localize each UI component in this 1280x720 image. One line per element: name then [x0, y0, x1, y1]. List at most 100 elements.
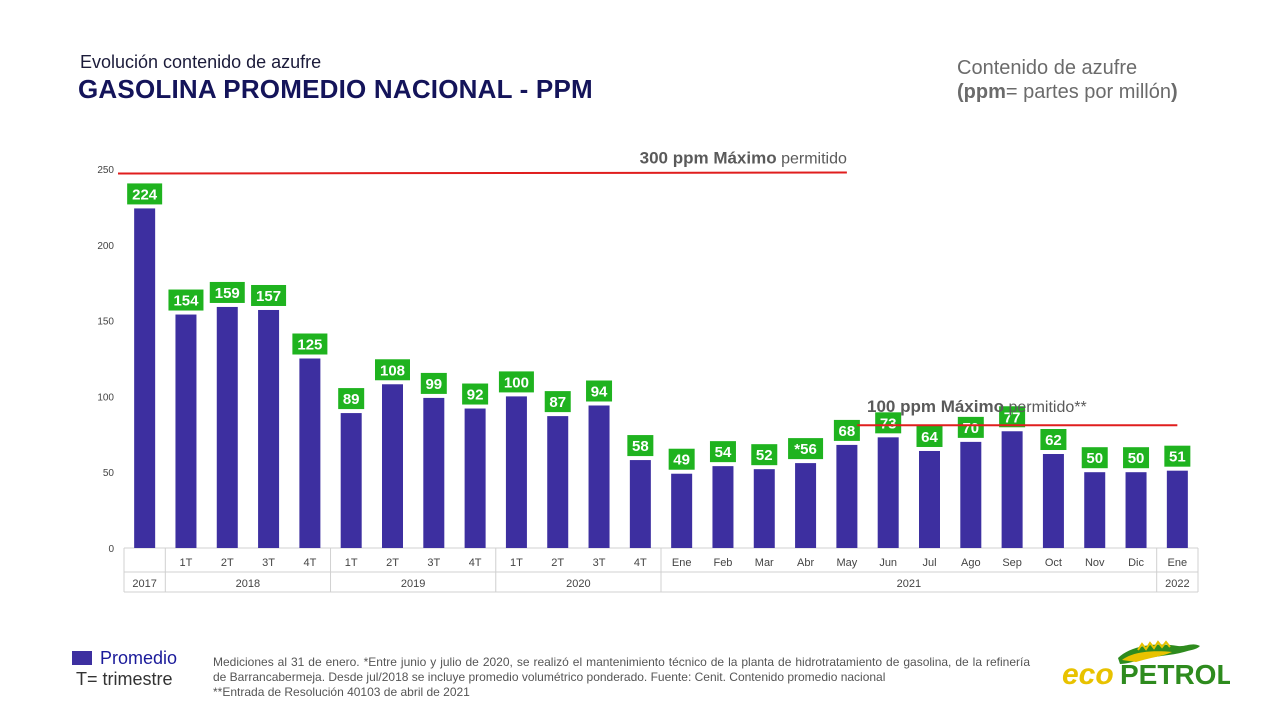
chart-subtitle: Evolución contenido de azufre — [80, 52, 322, 72]
value-label: 125 — [297, 337, 322, 354]
bar — [671, 473, 693, 548]
bar — [1084, 472, 1106, 548]
category-label: Ago — [961, 557, 981, 569]
value-label-bg — [751, 444, 778, 466]
bar — [547, 416, 569, 548]
bar — [464, 408, 486, 548]
category-label: Sep — [1002, 557, 1022, 569]
legend-swatch — [72, 651, 92, 665]
value-label-bg — [627, 435, 654, 457]
value-label-bg — [251, 284, 287, 306]
bar — [505, 396, 527, 548]
bar — [382, 384, 403, 548]
value-label-bg — [833, 419, 860, 441]
footnote-line2: **Entrada de Resolución 40103 de abril d… — [213, 685, 470, 699]
category-label: 1T — [510, 557, 523, 569]
value-label-bg — [709, 441, 736, 463]
group-label: 2019 — [401, 578, 425, 590]
value-label-bg — [209, 281, 245, 303]
units-note-def: = partes por millón — [1005, 81, 1171, 103]
limit-label: 300 ppm Máximo permitido — [640, 149, 847, 168]
value-label-bg — [999, 406, 1026, 428]
units-note: Contenido de azufre (ppm= partes por mil… — [957, 56, 1178, 104]
category-label: Jul — [922, 557, 936, 569]
units-note-ppm: (ppm — [957, 81, 1006, 103]
limit-label-bold: 100 ppm Máximo — [867, 397, 1004, 416]
category-label: 4T — [634, 557, 647, 569]
category-label: Mar — [755, 557, 774, 569]
value-label: 52 — [756, 447, 773, 464]
bar — [216, 306, 238, 548]
value-label-bg — [957, 416, 984, 438]
value-label: 224 — [132, 186, 158, 203]
value-label: 58 — [632, 438, 649, 455]
value-label: 64 — [921, 429, 938, 446]
category-label: Ene — [1168, 557, 1188, 569]
bar — [836, 444, 858, 548]
value-label: 54 — [715, 444, 732, 461]
units-note-line1: Contenido de azufre — [957, 57, 1138, 79]
iguana-icon — [1118, 640, 1200, 664]
group-label: 2020 — [566, 578, 590, 590]
value-label: 73 — [880, 415, 897, 432]
limit-label: 100 ppm Máximo permitido** — [867, 397, 1087, 416]
y-tick-label: 0 — [108, 544, 114, 555]
category-label: Dic — [1128, 557, 1144, 569]
group-label: 2021 — [897, 578, 921, 590]
value-label: 50 — [1128, 450, 1145, 467]
category-label: 3T — [262, 557, 275, 569]
value-label-bg — [375, 359, 410, 381]
bar — [877, 437, 899, 548]
value-label: 89 — [343, 391, 360, 408]
value-label: 70 — [962, 420, 979, 437]
group-label: 2017 — [132, 578, 156, 590]
value-label: 50 — [1086, 450, 1103, 467]
limit-line — [117, 171, 847, 175]
value-label-bg — [1123, 447, 1150, 469]
bar — [753, 469, 775, 548]
y-tick-label: 50 — [103, 468, 115, 479]
category-label: 4T — [469, 557, 482, 569]
limit-label-rest: permitido** — [1004, 399, 1087, 416]
group-label: 2022 — [1165, 578, 1189, 590]
value-label-bg — [586, 380, 613, 402]
limit-label-rest: permitido — [777, 151, 847, 168]
value-label-bg — [498, 371, 534, 393]
value-label: 108 — [380, 362, 405, 379]
y-tick-label: 100 — [97, 392, 114, 403]
limit-label-bold: 300 ppm Máximo — [640, 149, 777, 168]
category-label: Ene — [672, 557, 692, 569]
category-label: 1T — [180, 557, 193, 569]
bar — [960, 441, 982, 548]
value-label-bg — [462, 383, 489, 405]
bar — [712, 466, 734, 548]
bar — [919, 450, 940, 548]
y-tick-label: 250 — [97, 165, 114, 176]
y-tick-label: 150 — [97, 317, 114, 328]
value-label-bg — [544, 391, 571, 413]
value-label: 100 — [504, 374, 529, 391]
group-label: 2018 — [236, 578, 260, 590]
y-tick-label: 200 — [97, 241, 114, 252]
chart-title: GASOLINA PROMEDIO NACIONAL - PPM — [78, 74, 593, 104]
value-label: 49 — [673, 452, 690, 469]
value-label: 94 — [591, 383, 608, 400]
units-note-close: ) — [1170, 81, 1178, 103]
bar — [340, 413, 362, 548]
bar — [258, 309, 280, 548]
value-label-bg — [1040, 429, 1067, 451]
category-label: 3T — [427, 557, 440, 569]
bar — [299, 358, 321, 548]
value-label-bg — [1164, 445, 1191, 467]
value-label-bg — [338, 388, 365, 410]
logo-text-eco: eco — [1062, 658, 1114, 690]
logo-text-petrol: PETROL — [1120, 659, 1230, 690]
category-label: 2T — [551, 557, 564, 569]
bar-chart: 0 50 100 150 200 250 2017 2018 2019 2020 2021 2022 2… — [97, 149, 1199, 593]
value-label: 159 — [215, 285, 240, 302]
category-label: Jun — [879, 557, 897, 569]
value-label: 99 — [425, 376, 442, 393]
category-label: 3T — [593, 557, 606, 569]
value-label: *56 — [794, 441, 817, 458]
bar — [795, 463, 817, 548]
